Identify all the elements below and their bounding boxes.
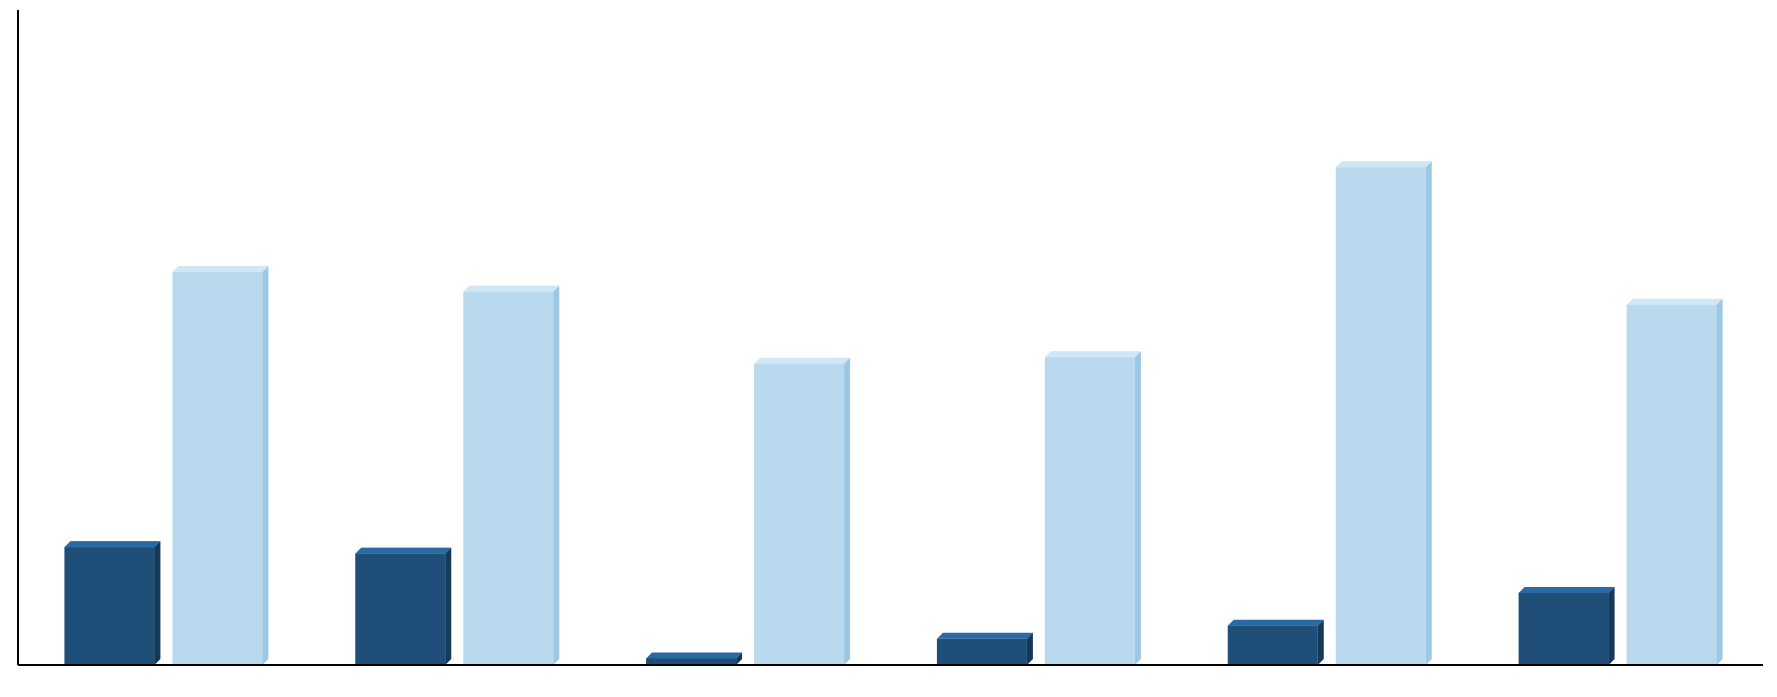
bar-series-b-3 (1045, 351, 1141, 665)
bar-chart (0, 0, 1777, 692)
chart-svg (0, 0, 1777, 692)
bar-series-b-0 (172, 266, 268, 665)
bar-series-b-4 (1336, 161, 1432, 665)
bar-series-a-3 (937, 633, 1033, 665)
bar-series-a-1 (355, 548, 451, 665)
bar-series-b-5 (1627, 299, 1723, 665)
bar-series-a-0 (64, 541, 160, 665)
bar-series-a-4 (1228, 620, 1324, 665)
bar-series-b-1 (463, 286, 559, 665)
bar-series-a-5 (1519, 587, 1615, 665)
bar-series-b-2 (754, 358, 850, 665)
bar-series-a-2 (646, 652, 742, 665)
